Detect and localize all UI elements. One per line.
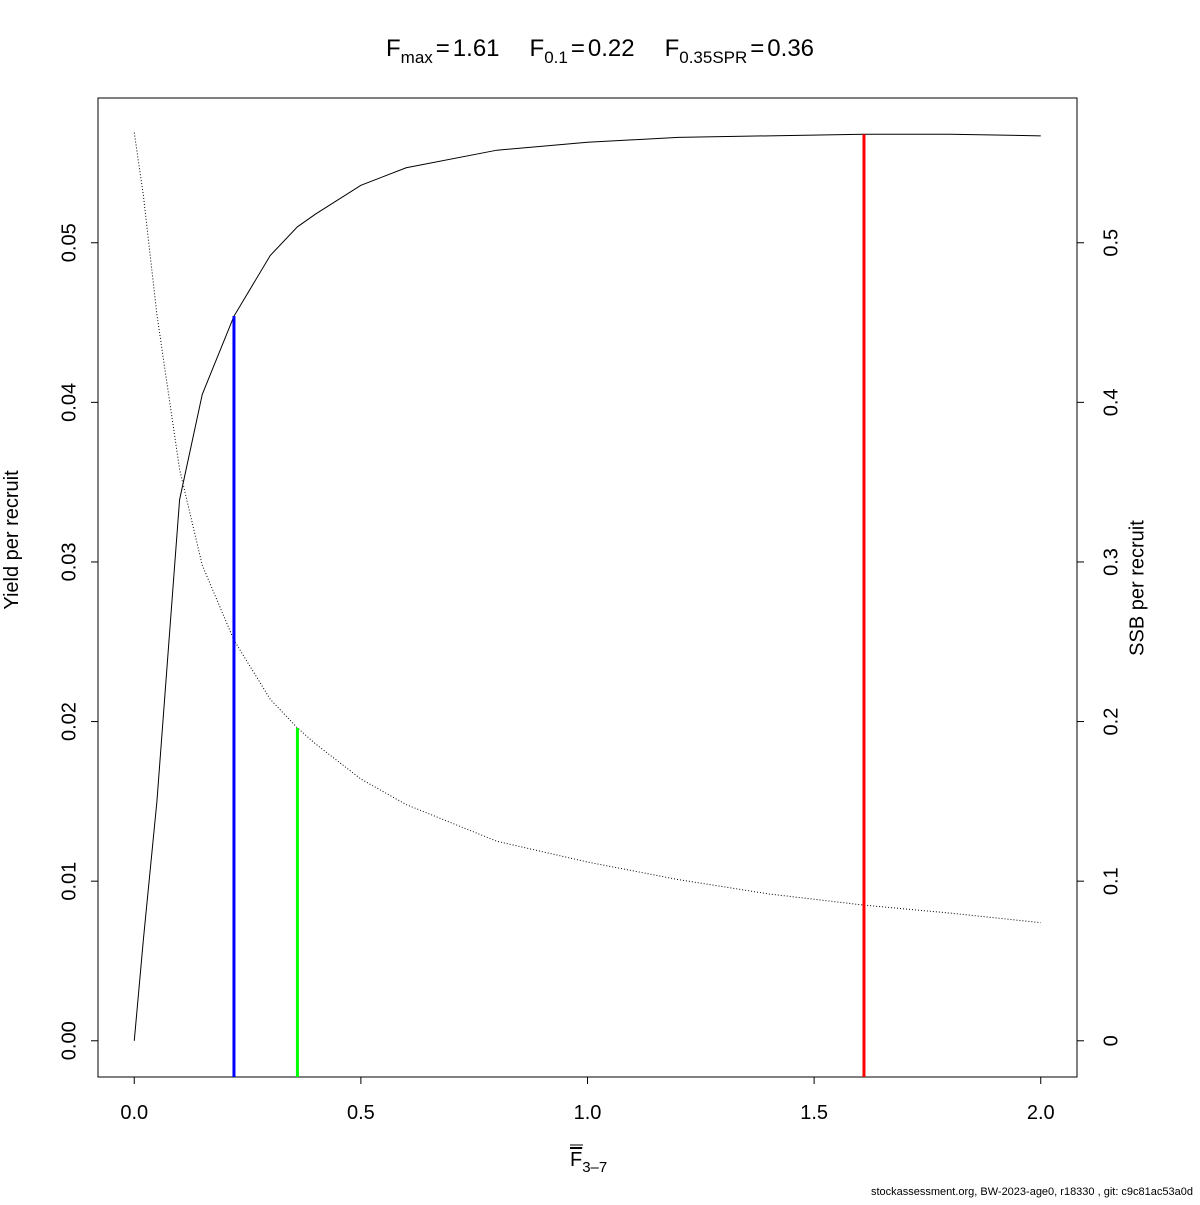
y-tick-label: 0.00 (58, 1021, 80, 1060)
y2-tick-label: 0.1 (1100, 867, 1122, 895)
x-tick-label: 0.0 (120, 1102, 148, 1124)
y2-tick-label: 0.4 (1100, 388, 1122, 416)
ssb-curve (133, 132, 1041, 924)
x-tick-label: 1.0 (574, 1102, 602, 1124)
footer-note: stockassessment.org, BW-2023-age0, r1833… (871, 1186, 1193, 1198)
plot-frame (97, 97, 1078, 1078)
y-tick-label: 0.05 (58, 223, 80, 262)
y-tick-label: 0.02 (58, 702, 80, 741)
chart-title: Fmax = 1.61 F0.1 = 0.22 F0.35SPR = 0.36 (386, 35, 814, 67)
title-subscript: 0.35SPR (679, 48, 747, 67)
y2-axis-title: SSB per recruit (1126, 520, 1148, 656)
title-relation: = (571, 35, 585, 62)
y2-tick-label: 0.5 (1100, 229, 1122, 257)
x-title-subscript: 3–7 (582, 1159, 607, 1176)
yield-curve (133, 133, 1041, 1041)
y2-tick-label: 0.2 (1100, 708, 1122, 736)
y-tick-label: 0.04 (58, 383, 80, 422)
y2-tick-label: 0.3 (1100, 548, 1122, 576)
title-subscript: 0.1 (544, 48, 568, 67)
title-symbol: F (530, 35, 545, 62)
y-tick-label: 0.01 (58, 862, 80, 901)
y-tick-label: 0.03 (58, 542, 80, 581)
title-relation: = (750, 35, 764, 62)
title-value: 1.61 (453, 35, 500, 62)
x-axis-title: F3–7 (570, 1149, 607, 1176)
title-subscript: max (401, 48, 434, 67)
x-title-symbol: F (570, 1149, 582, 1171)
title-value: 0.36 (767, 35, 814, 62)
title-symbol: F (386, 35, 401, 62)
title-symbol: F (665, 35, 680, 62)
y-axis-title: Yield per recruit (1, 470, 23, 610)
title-value: 0.22 (588, 35, 635, 62)
x-tick-label: 1.5 (800, 1102, 828, 1124)
x-tick-label: 2.0 (1027, 1102, 1055, 1124)
y2-tick-label: 0 (1100, 1035, 1122, 1046)
title-relation: = (436, 35, 450, 62)
x-tick-label: 0.5 (347, 1102, 375, 1124)
